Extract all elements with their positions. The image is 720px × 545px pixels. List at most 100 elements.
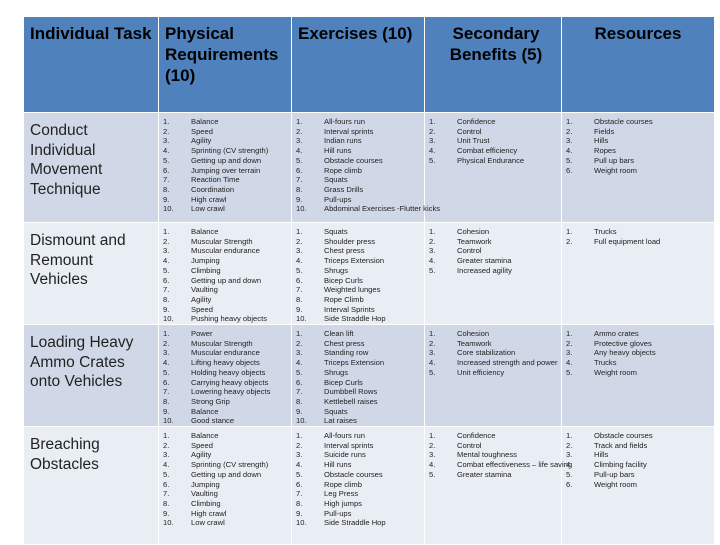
physical-list: 1. Power 2. Muscular Strength 3. Muscular end… (159, 325, 291, 426)
list-item-text: Pull-ups (324, 508, 352, 518)
list-item-text: All-fours run (324, 117, 365, 126)
list-item: 5. Weight room (562, 368, 714, 378)
list-item-text: Cohesion (457, 329, 490, 339)
list-item-number: 3. (296, 348, 303, 358)
list-item: 10. Side Straddle Hop (292, 518, 424, 528)
list-item-number: 8. (296, 184, 303, 194)
list-item: 7. Squats (292, 175, 424, 185)
list-item-text: Protective gloves (594, 338, 652, 348)
list-item-number: 7. (296, 489, 303, 499)
list-item-text: Pushing heavy objects (191, 314, 267, 324)
list-item: 3. Core stabilization (425, 348, 561, 358)
list-item-number: 6. (296, 479, 303, 489)
list-item: 6. Rope climb (292, 480, 424, 490)
list-item-text: Pull up bars (594, 155, 635, 165)
list-item-text: Speed (191, 304, 213, 314)
list-item: 5. Obstacle courses (292, 156, 424, 166)
exercises-cell: 1. Clean lift 2. Chest press 3. Standing row 4… (291, 324, 425, 428)
list-item-number: 7. (163, 387, 170, 397)
list-item-text: Confidence (457, 431, 496, 441)
list-item-text: All-fours run (324, 431, 365, 441)
list-item-number: 3. (296, 136, 303, 146)
list-item: 2. Fields (562, 127, 714, 137)
secondary-cell: 1. Confidence 2. Control 3. Mental toughness 4… (424, 426, 572, 545)
list-item: 5. Greater stamina (425, 470, 561, 480)
list-item-number: 3. (429, 136, 436, 146)
list-item-number: 9. (296, 304, 303, 314)
list-item: 1. Balance (159, 227, 291, 237)
list-item: 9. Squats (292, 407, 424, 417)
list-item-number: 5. (163, 367, 170, 377)
list-item-number: 5. (296, 367, 303, 377)
table-row: Conduct Individual Movement Technique 1. B… (23, 112, 715, 223)
list-item-number: 9. (296, 406, 303, 416)
list-item-number: 2. (163, 440, 170, 450)
list-item: 9. Pull-ups (292, 195, 424, 205)
list-item-number: 3. (566, 348, 573, 358)
list-item-number: 1. (296, 329, 303, 339)
list-item-number: 2. (566, 440, 573, 450)
list-item-number: 9. (163, 194, 170, 204)
list-item-text: Muscular Strength (191, 338, 253, 348)
list-item-text: Vaulting (191, 489, 218, 499)
individual-task-cell: Dismount and Remount Vehicles (23, 221, 159, 326)
list-item-number: 5. (163, 469, 170, 479)
list-item: 7. Vaulting (159, 285, 291, 295)
list-item: 7. Reaction Time (159, 175, 291, 185)
list-item-number: 2. (429, 440, 436, 450)
list-item-number: 9. (163, 406, 170, 416)
list-item-number: 4. (163, 256, 170, 266)
list-item-text: Squats (324, 227, 348, 236)
list-item: 5. Climbing (159, 266, 291, 276)
list-item: 8. Agility (159, 295, 291, 305)
list-item-number: 10. (163, 204, 174, 214)
list-item: 2. Control (425, 127, 561, 137)
list-item: 5. Shrugs (292, 266, 424, 276)
list-item: 9. High crawl (159, 509, 291, 519)
list-item-text: Obstacle courses (594, 117, 653, 126)
list-item-number: 9. (163, 304, 170, 314)
list-item: 9. Balance (159, 407, 291, 417)
list-item-number: 7. (296, 387, 303, 397)
list-item-number: 5. (429, 367, 436, 377)
list-item-text: Ropes (594, 146, 616, 156)
list-item-text: Mental toughness (457, 450, 517, 460)
list-item-number: 6. (566, 479, 573, 489)
list-item: 9. Interval Sprints (292, 305, 424, 315)
list-item: 2. Teamwork (425, 237, 561, 247)
list-item-number: 8. (163, 498, 170, 508)
list-item-number: 1. (429, 117, 436, 126)
list-item-number: 4. (163, 460, 170, 470)
list-item-number: 10. (296, 416, 307, 426)
list-item-text: Lat raises (324, 416, 357, 426)
physical-list: 1. Balance 2. Speed 3. Agility 4. Sprinting (CV… (159, 113, 291, 214)
list-item-text: Speed (191, 126, 213, 136)
list-item-number: 9. (163, 508, 170, 518)
list-item-text: High jumps (324, 498, 362, 508)
list-item: 3. Muscular endurance (159, 246, 291, 256)
list-item-text: Agility (191, 294, 212, 304)
list-item-number: 4. (566, 460, 573, 470)
list-item-number: 6. (163, 165, 170, 175)
list-item-text: Muscular endurance (191, 348, 260, 358)
resources-cell: 1. Obstacle courses 2. Track and fields 3. Hi… (561, 426, 715, 545)
list-item: 7. Lowering heavy objects (159, 387, 291, 397)
list-item-text: Low crawl (191, 204, 225, 214)
exercises-cell: 1. Squats 2. Shoulder press 3. Chest press 4. T… (291, 221, 425, 326)
exercises-cell: 1. All-fours run 2. Interval sprints 3. Suici… (291, 426, 425, 545)
list-item: 3. Control (425, 246, 561, 256)
list-item-text: Speed (191, 440, 213, 450)
list-item-text: Standing row (324, 348, 369, 358)
task-table: Individual Task Physical Requirements (1… (23, 16, 715, 545)
list-item: 2. Speed (159, 127, 291, 137)
list-item-text: Chest press (324, 338, 365, 348)
list-item-number: 5. (296, 469, 303, 479)
list-item-number: 10. (296, 314, 307, 324)
list-item-text: Weight room (594, 479, 637, 489)
list-item-text: Interval Sprints (324, 304, 375, 314)
list-item: 4. Hill runs (292, 146, 424, 156)
list-item-number: 8. (296, 396, 303, 406)
individual-task-cell: Loading Heavy Ammo Crates onto Vehicles (23, 324, 159, 428)
list-item: 6. Bicep Curls (292, 276, 424, 286)
list-item: 3. Mental toughness (425, 450, 561, 460)
